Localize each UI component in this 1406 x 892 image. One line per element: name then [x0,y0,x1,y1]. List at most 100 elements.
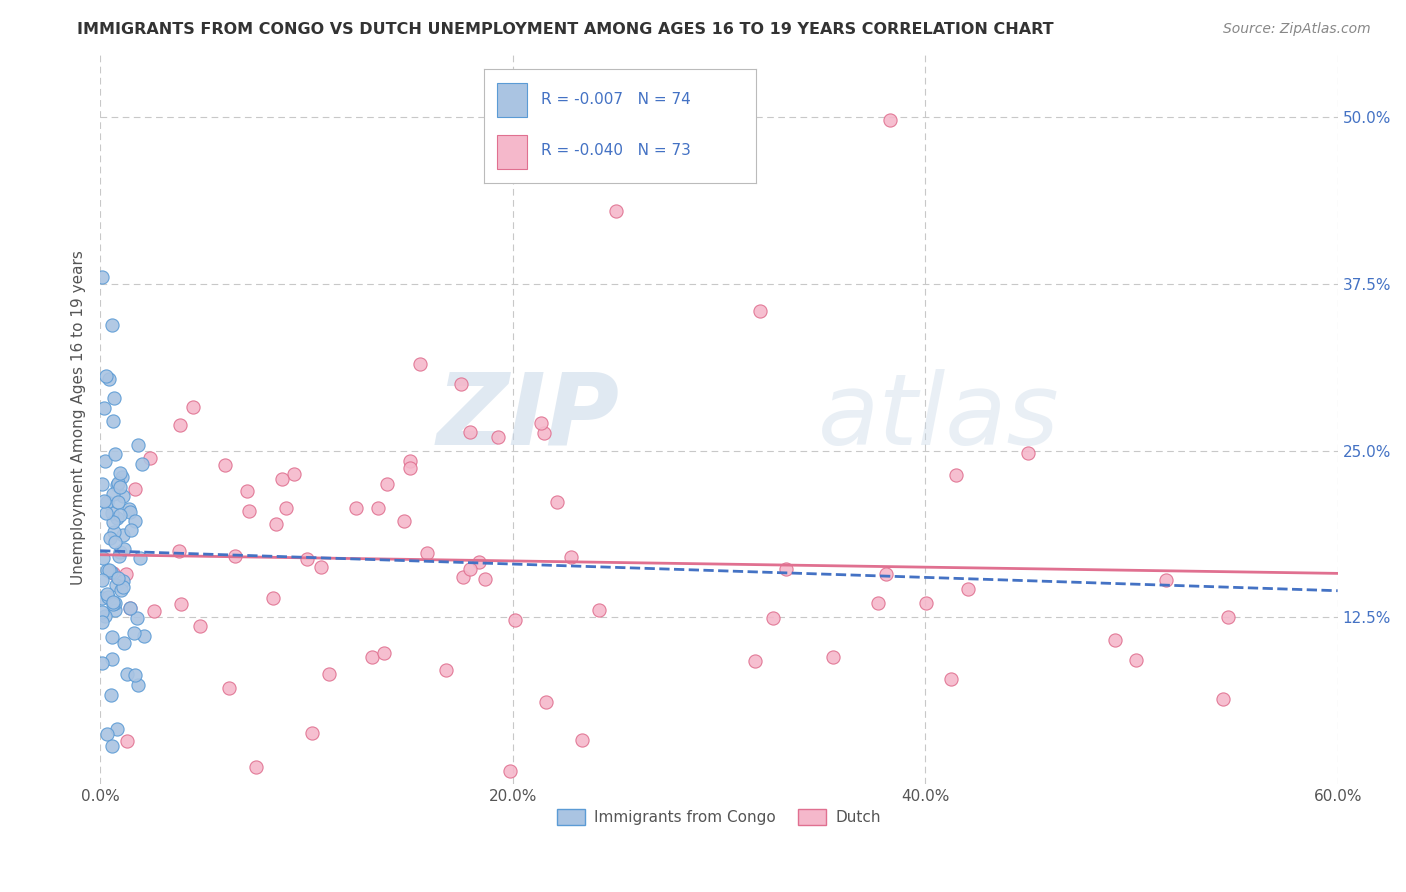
Point [98,531,121,545]
Point [409,357,432,371]
Point [118,601,141,615]
Point [111,574,134,588]
Point [301,726,323,740]
Point [775,562,797,576]
Point [107,571,129,585]
Point [101,597,124,611]
Point [105,478,128,492]
Point [101,566,124,581]
Legend: Immigrants from Congo, Dutch: Immigrants from Congo, Dutch [551,803,887,831]
Point [124,482,146,496]
Point [134,628,156,642]
Point [107,495,129,509]
Point [124,668,146,682]
Point [91,551,114,566]
Point [214,458,236,473]
Point [105,578,128,592]
Point [274,501,297,516]
Point [344,501,367,516]
Point [744,655,766,669]
Point [120,523,142,537]
Point [115,734,138,748]
Point [264,517,287,532]
Point [101,318,124,332]
Point [503,613,526,627]
Point [560,549,582,564]
Point [100,565,122,579]
Point [104,447,127,461]
Point [91,591,114,605]
Point [142,604,165,618]
Point [108,545,131,559]
Point [823,650,845,665]
Point [94,507,117,521]
Point [167,544,190,558]
Point [91,606,114,620]
Point [957,582,980,596]
Point [360,650,382,665]
Point [108,508,131,522]
Point [283,467,305,482]
Point [1017,446,1039,460]
Point [111,580,134,594]
Point [245,760,267,774]
Point [103,525,125,540]
Point [875,567,897,582]
Point [124,514,146,528]
Point [398,461,420,475]
Point [114,567,136,582]
Point [309,560,332,574]
Point [108,466,131,480]
Point [112,541,135,556]
Point [458,562,481,576]
Point [939,672,962,686]
Point [450,377,472,392]
Point [1125,653,1147,667]
Point [93,494,115,508]
Point [375,477,398,491]
Point [91,476,114,491]
Point [398,454,420,468]
Point [945,467,967,482]
Point [94,608,117,623]
Point [108,480,131,494]
Point [118,505,141,519]
Point [373,646,395,660]
Point [546,495,568,509]
Point [392,514,415,528]
Point [468,555,491,569]
Point [91,573,114,587]
Point [434,663,457,677]
Point [124,626,146,640]
Y-axis label: Unemployment Among Ages 16 to 19 years: Unemployment Among Ages 16 to 19 years [72,250,86,585]
Point [104,535,127,549]
Point [94,454,117,468]
Point [127,438,149,452]
Point [103,603,125,617]
Point [533,426,555,441]
Point [534,695,557,709]
Point [588,603,610,617]
Point [238,504,260,518]
Point [762,611,785,625]
Point [271,472,294,486]
Point [101,595,124,609]
Point [169,418,191,433]
Point [101,506,124,520]
Point [125,611,148,625]
Point [118,600,141,615]
Point [94,368,117,383]
Point [112,489,135,503]
Point [1218,610,1240,624]
Text: atlas: atlas [818,369,1060,466]
Point [474,572,496,586]
Point [96,495,118,509]
Point [101,516,124,530]
Point [218,681,240,696]
Point [129,551,152,566]
Point [530,416,553,430]
Point [103,391,125,405]
Point [107,549,129,564]
Point [1212,692,1234,706]
Point [111,470,134,484]
